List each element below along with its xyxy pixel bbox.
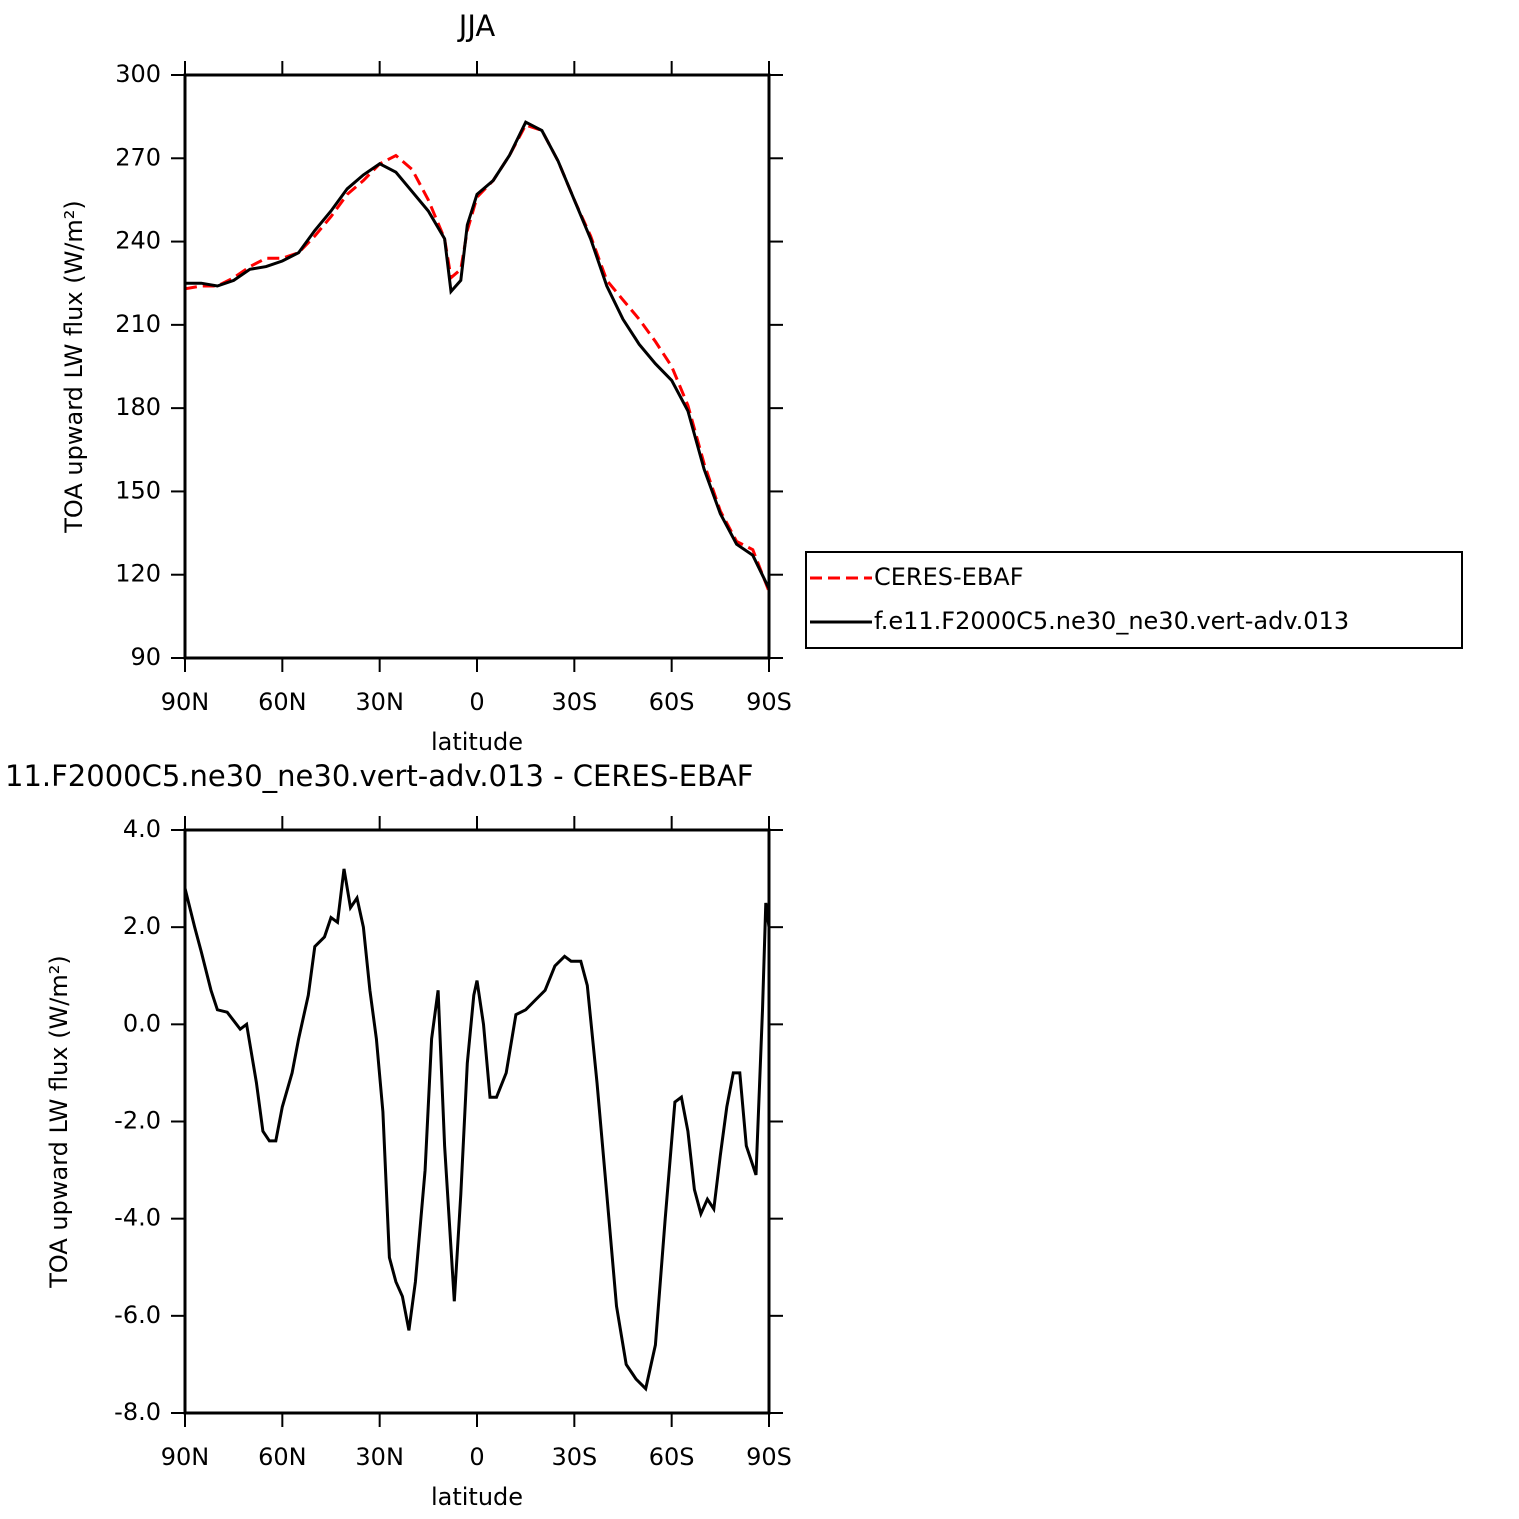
y-tick-label: -2.0 [114, 1107, 161, 1135]
y-tick-label: 150 [115, 476, 161, 504]
x-tick-label: 30N [355, 1443, 404, 1471]
y-tick-label: -4.0 [114, 1204, 161, 1232]
x-tick-label: 90N [161, 688, 210, 716]
chart-title: 11.F2000C5.ne30_ne30.vert-adv.013 - CERE… [5, 759, 753, 793]
x-tick-label: 60N [258, 688, 307, 716]
y-tick-label: -8.0 [114, 1398, 161, 1426]
y-tick-label: 300 [115, 60, 161, 88]
y-tick-label: 90 [130, 643, 161, 671]
y-tick-label: 210 [115, 310, 161, 338]
y-tick-label: 0.0 [123, 1009, 161, 1037]
x-tick-label: 30N [355, 688, 404, 716]
y-axis-label: TOA upward LW flux (W/m²) [45, 955, 73, 1289]
y-tick-label: -6.0 [114, 1301, 161, 1329]
data-line [183, 868, 771, 1392]
x-tick-label: 30S [551, 688, 597, 716]
legend-label: f.e11.F2000C5.ne30_ne30.vert-adv.013 [874, 607, 1349, 635]
plot-frame [183, 828, 771, 1415]
x-tick-label: 90S [746, 1443, 792, 1471]
y-tick-label: 120 [115, 560, 161, 588]
y-tick-label: 270 [115, 143, 161, 171]
data-line [185, 120, 771, 590]
x-tick-label: 0 [469, 688, 484, 716]
x-tick-label: 90S [746, 688, 792, 716]
plot-frame [183, 73, 771, 660]
legend-label: CERES-EBAF [874, 563, 1024, 591]
x-tick-label: 30S [551, 1443, 597, 1471]
x-tick-label: 60N [258, 1443, 307, 1471]
x-axis-label: latitude [431, 1483, 523, 1511]
legend-box [805, 551, 1463, 649]
x-axis-label: latitude [431, 728, 523, 756]
y-tick-label: 180 [115, 393, 161, 421]
y-tick-label: 240 [115, 227, 161, 255]
x-tick-label: 60S [649, 688, 695, 716]
y-axis-label: TOA upward LW flux (W/m²) [60, 200, 88, 534]
y-tick-label: 2.0 [123, 912, 161, 940]
chart-title: JJA [457, 9, 496, 43]
x-tick-label: 60S [649, 1443, 695, 1471]
x-tick-label: 90N [161, 1443, 210, 1471]
x-tick-label: 0 [469, 1443, 484, 1471]
y-tick-label: 4.0 [123, 815, 161, 843]
